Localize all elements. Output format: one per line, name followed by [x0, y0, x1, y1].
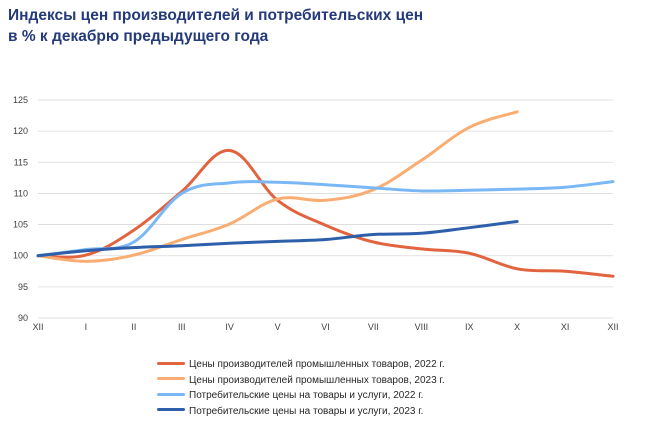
x-tick-label: IV	[225, 322, 234, 332]
y-tick-label: 100	[13, 251, 28, 261]
y-tick-label: 110	[14, 188, 28, 198]
legend-swatch	[157, 408, 185, 412]
series-line-4	[36, 219, 519, 258]
legend-label: Потребительские цены на товары и услуги,…	[189, 390, 424, 401]
x-tick-label: X	[514, 322, 520, 332]
x-tick-label: V	[275, 322, 281, 332]
y-tick-label: 120	[13, 126, 28, 136]
y-tick-label: 115	[14, 157, 28, 167]
chart-title-line-2: в % к декабрю предыдущего года	[8, 28, 269, 45]
legend-label: Потребительские цены на товары и услуги,…	[189, 405, 424, 417]
y-tick-label: 90	[18, 313, 28, 323]
x-tick-label: XII	[32, 322, 43, 332]
x-tick-label: XII	[607, 322, 618, 332]
legend-item: Потребительские цены на товары и услуги,…	[157, 404, 445, 420]
y-tick-label: 95	[18, 282, 28, 292]
legend-label: Цены производителей промышленных товаров…	[189, 359, 445, 370]
chart-title: Индексы цен производителей и потребитель…	[8, 5, 638, 47]
x-tick-label: III	[178, 322, 186, 332]
x-tick-label: I	[85, 322, 88, 332]
legend-label: Цены производителей промышленных товаров…	[189, 374, 445, 386]
y-tick-label: 105	[13, 220, 28, 230]
legend-swatch	[157, 392, 185, 396]
legend-item: Потребительские цены на товары и услуги,…	[157, 388, 445, 404]
series-line-2	[36, 110, 519, 263]
series-lines	[36, 110, 615, 278]
legend-swatch	[157, 377, 185, 381]
series-line-3	[36, 180, 615, 258]
chart-title-line-1: Индексы цен производителей и потребитель…	[8, 7, 424, 24]
legend-item: Цены производителей промышленных товаров…	[157, 357, 445, 373]
x-axis-ticks: XII I II III IV V VI VII VIII IX X XI XII	[32, 322, 618, 332]
x-tick-label: VI	[321, 322, 330, 332]
y-axis-ticks: 90 95 100 105 110 115 120 125	[13, 95, 28, 323]
legend-item: Цены производителей промышленных товаров…	[157, 373, 445, 389]
x-tick-label: XI	[561, 322, 570, 332]
series-line-1	[36, 148, 615, 278]
legend-swatch	[157, 361, 185, 365]
x-tick-label: VIII	[415, 322, 429, 332]
grid-lines	[38, 99, 613, 319]
y-tick-label: 125	[13, 95, 28, 105]
x-tick-label: IX	[465, 322, 474, 332]
x-tick-label: VII	[368, 322, 379, 332]
chart-legend: Цены производителей промышленных товаров…	[157, 357, 445, 419]
x-tick-label: II	[131, 322, 136, 332]
